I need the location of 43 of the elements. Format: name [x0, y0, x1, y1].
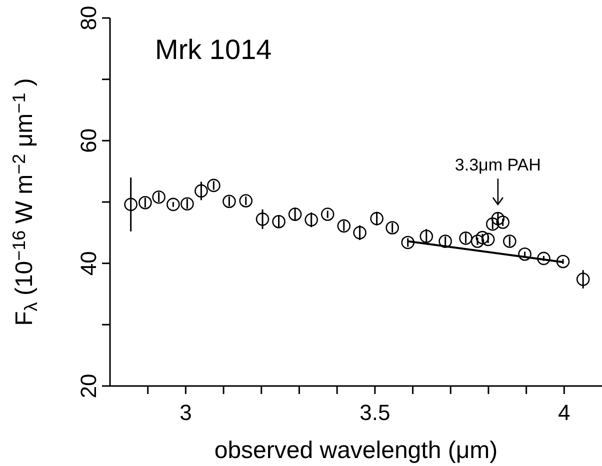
- point: [166, 198, 180, 212]
- point: [124, 198, 138, 212]
- point: [576, 272, 590, 286]
- point: [304, 213, 318, 226]
- x-tick-label: 3: [180, 400, 192, 425]
- point: [337, 219, 351, 233]
- point: [438, 234, 452, 248]
- y-tick-label: 80: [76, 6, 101, 30]
- point: [486, 217, 500, 231]
- point: [420, 230, 434, 243]
- point: [152, 190, 166, 204]
- point: [288, 208, 302, 221]
- point: [470, 234, 484, 248]
- point: [386, 221, 399, 234]
- y-tick-label: 40: [76, 251, 101, 276]
- point: [476, 230, 490, 244]
- point: [256, 212, 270, 226]
- point: [180, 197, 194, 210]
- point: [518, 247, 532, 261]
- point: [320, 208, 334, 221]
- point: [401, 236, 414, 250]
- point: [496, 216, 510, 229]
- x-tick-label: 3.5: [360, 400, 390, 425]
- y-tick-label: 20: [76, 374, 101, 398]
- text: Mrk 1014: [155, 34, 272, 66]
- point: [481, 232, 495, 246]
- point: [537, 252, 550, 266]
- x-axis-title: observed wavelength (μm): [214, 437, 498, 464]
- point: [370, 212, 384, 226]
- point: [207, 178, 220, 192]
- point: [272, 214, 286, 228]
- point: [491, 212, 505, 226]
- point: [353, 226, 366, 240]
- point: [503, 234, 516, 248]
- point: [222, 194, 236, 208]
- point: [239, 194, 253, 208]
- point: [194, 184, 208, 198]
- annotation: 3.3μm PAH: [454, 156, 541, 175]
- y-tick-label: 60: [76, 128, 101, 153]
- point: [459, 232, 472, 245]
- point: [138, 196, 152, 210]
- point: [556, 254, 570, 268]
- x-tick-label: 4: [558, 400, 570, 425]
